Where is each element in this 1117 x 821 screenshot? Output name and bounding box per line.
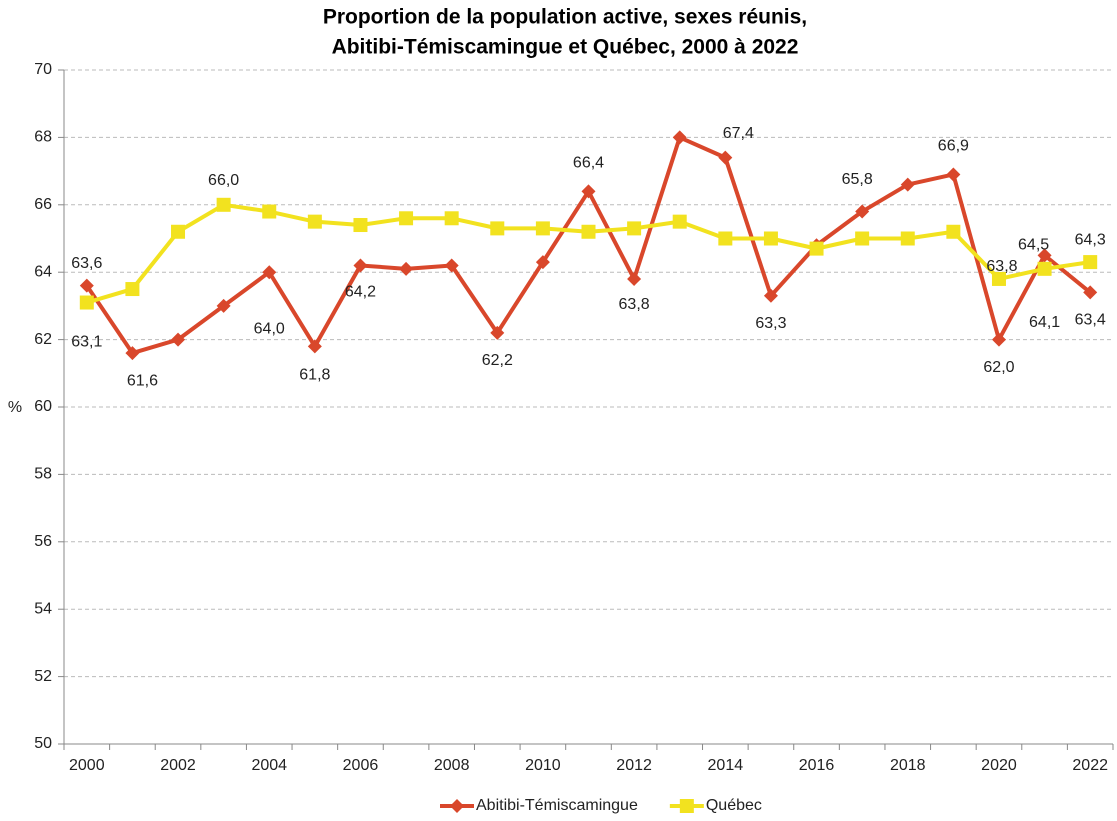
data-label: 66,9 — [938, 138, 969, 155]
marker — [79, 295, 94, 310]
marker — [307, 214, 322, 229]
data-label: 62,2 — [482, 352, 513, 369]
data-label: 63,1 — [71, 334, 102, 351]
marker — [900, 231, 915, 246]
marker — [855, 231, 870, 246]
y-tick-label: 52 — [34, 668, 52, 685]
y-tick-label: 58 — [34, 466, 52, 483]
marker — [900, 177, 915, 192]
marker — [79, 278, 94, 293]
legend-label: Abitibi-Témiscamingue — [476, 797, 638, 814]
y-tick-label: 68 — [34, 129, 52, 146]
x-tick-label: 2012 — [616, 757, 652, 774]
x-tick-label: 2022 — [1072, 757, 1108, 774]
y-tick-label: 70 — [34, 61, 52, 78]
x-tick-label: 2016 — [799, 757, 835, 774]
data-label: 64,5 — [1018, 237, 1049, 254]
x-tick-label: 2018 — [890, 757, 926, 774]
marker — [627, 271, 642, 286]
data-label: 66,4 — [573, 155, 604, 172]
data-label: 63,3 — [755, 315, 786, 332]
marker — [991, 332, 1006, 347]
legend-marker — [450, 799, 464, 813]
marker — [1083, 255, 1098, 270]
x-tick-label: 2010 — [525, 757, 561, 774]
y-tick-label: 56 — [34, 533, 52, 550]
marker — [763, 288, 778, 303]
marker — [672, 214, 687, 229]
y-tick-label: 64 — [34, 263, 52, 280]
data-label: 63,8 — [986, 258, 1017, 275]
data-label: 64,2 — [345, 284, 376, 301]
y-tick-label: 66 — [34, 196, 52, 213]
data-label: 66,0 — [208, 172, 239, 189]
data-label: 63,4 — [1075, 312, 1106, 329]
marker — [399, 211, 414, 226]
marker — [991, 271, 1006, 286]
marker — [171, 332, 186, 347]
marker — [353, 258, 368, 273]
marker — [718, 231, 733, 246]
data-label: 61,6 — [127, 372, 158, 389]
marker — [216, 197, 231, 212]
chart-title: Abitibi-Témiscamingue et Québec, 2000 à … — [332, 36, 799, 59]
marker — [262, 265, 277, 280]
data-label: 67,4 — [723, 125, 754, 142]
data-label: 64,3 — [1075, 231, 1106, 248]
legend-label: Québec — [706, 797, 762, 814]
marker — [216, 298, 231, 313]
marker — [855, 204, 870, 219]
marker — [946, 167, 961, 182]
x-tick-label: 2014 — [708, 757, 744, 774]
marker — [535, 255, 550, 270]
data-label: 64,1 — [1029, 314, 1060, 331]
marker — [1037, 261, 1052, 276]
marker — [125, 282, 140, 297]
y-tick-label: 50 — [34, 735, 52, 752]
marker — [307, 339, 322, 354]
x-tick-label: 2020 — [981, 757, 1017, 774]
y-axis-label: % — [8, 399, 22, 416]
marker — [581, 224, 596, 239]
marker — [627, 221, 642, 236]
legend-marker — [679, 799, 694, 813]
marker — [399, 261, 414, 276]
marker — [262, 204, 277, 219]
data-label: 62,0 — [983, 359, 1014, 376]
x-tick-label: 2000 — [69, 757, 105, 774]
data-label: 63,8 — [619, 296, 650, 313]
data-label: 61,8 — [299, 367, 330, 384]
marker — [490, 221, 505, 236]
marker — [809, 241, 824, 256]
chart-title: Proportion de la population active, sexe… — [323, 6, 807, 29]
data-label: 64,0 — [254, 320, 285, 337]
data-label: 65,8 — [842, 171, 873, 188]
marker — [1037, 248, 1052, 263]
x-tick-label: 2008 — [434, 757, 470, 774]
marker — [535, 221, 550, 236]
marker — [581, 184, 596, 199]
marker — [490, 325, 505, 340]
marker — [125, 346, 140, 361]
x-tick-label: 2004 — [251, 757, 287, 774]
marker — [444, 258, 459, 273]
marker — [444, 211, 459, 226]
marker — [718, 150, 733, 165]
y-tick-label: 62 — [34, 331, 52, 348]
marker — [353, 218, 368, 233]
marker — [763, 231, 778, 246]
x-tick-label: 2006 — [343, 757, 379, 774]
y-tick-label: 60 — [34, 398, 52, 415]
marker — [946, 224, 961, 239]
data-label: 63,6 — [71, 255, 102, 272]
marker — [672, 130, 687, 145]
marker — [1083, 285, 1098, 300]
marker — [171, 224, 186, 239]
x-tick-label: 2002 — [160, 757, 196, 774]
y-tick-label: 54 — [34, 600, 52, 617]
